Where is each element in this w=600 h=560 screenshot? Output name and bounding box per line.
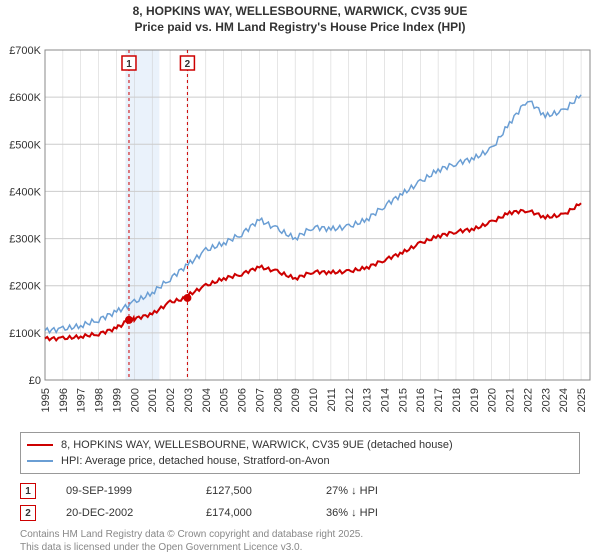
svg-text:1997: 1997 [76,388,88,412]
chart-title-line2: Price paid vs. HM Land Registry's House … [0,20,600,36]
marker-box-2: 2 [20,505,36,521]
svg-text:2017: 2017 [433,388,445,412]
svg-text:2001: 2001 [147,388,159,412]
legend-row-property: 8, HOPKINS WAY, WELLESBOURNE, WARWICK, C… [27,437,573,453]
svg-text:2009: 2009 [290,388,302,412]
svg-text:£200K: £200K [9,281,41,293]
svg-text:2021: 2021 [505,388,517,412]
svg-text:2: 2 [185,59,191,70]
svg-text:2012: 2012 [344,388,356,412]
legend-swatch-property [27,444,53,446]
chart-title-block: 8, HOPKINS WAY, WELLESBOURNE, WARWICK, C… [0,0,600,35]
svg-text:2008: 2008 [272,388,284,412]
svg-text:2006: 2006 [237,388,249,412]
svg-text:2025: 2025 [576,388,588,412]
legend-label-property: 8, HOPKINS WAY, WELLESBOURNE, WARWICK, C… [61,439,453,451]
svg-text:2022: 2022 [522,388,534,412]
svg-text:£600K: £600K [9,92,41,104]
svg-text:2002: 2002 [165,388,177,412]
marker-box-1: 1 [20,483,36,499]
svg-text:£700K: £700K [9,45,41,57]
svg-text:2020: 2020 [487,388,499,412]
svg-text:2005: 2005 [219,388,231,412]
legend-swatch-hpi [27,460,53,462]
svg-text:2019: 2019 [469,388,481,412]
svg-text:2016: 2016 [415,388,427,412]
transaction-date: 20-DEC-2002 [66,507,176,519]
svg-text:2007: 2007 [254,388,266,412]
svg-text:1996: 1996 [58,388,70,412]
svg-text:1995: 1995 [40,388,52,412]
credit-block: Contains HM Land Registry data © Crown c… [20,528,363,554]
legend-label-hpi: HPI: Average price, detached house, Stra… [61,455,330,467]
svg-text:2023: 2023 [540,388,552,412]
chart-area: £0 £100K £200K £300K £400K £500K £600K £700K 199… [5,40,595,420]
credit-line2: This data is licensed under the Open Gov… [20,541,363,554]
svg-text:2003: 2003 [183,388,195,412]
chart-title-line1: 8, HOPKINS WAY, WELLESBOURNE, WARWICK, C… [0,4,600,20]
svg-text:2024: 2024 [558,388,570,412]
credit-line1: Contains HM Land Registry data © Crown c… [20,528,363,541]
svg-text:£400K: £400K [9,186,41,198]
svg-text:1: 1 [126,59,132,70]
legend-box: 8, HOPKINS WAY, WELLESBOURNE, WARWICK, C… [20,432,580,474]
chart-svg: £0 £100K £200K £300K £400K £500K £600K £700K 199… [5,40,595,420]
svg-text:2004: 2004 [201,388,213,412]
legend-row-hpi: HPI: Average price, detached house, Stra… [27,453,573,469]
transaction-price: £174,000 [206,507,296,519]
transactions-table: 1 09-SEP-1999 £127,500 27% ↓ HPI 2 20-DE… [20,480,426,524]
svg-text:1999: 1999 [111,388,123,412]
svg-text:2015: 2015 [397,388,409,412]
svg-text:2010: 2010 [308,388,320,412]
transaction-hpi: 36% ↓ HPI [326,507,426,519]
svg-text:2011: 2011 [326,388,338,412]
svg-text:2018: 2018 [451,388,463,412]
svg-text:£0: £0 [29,375,41,387]
transaction-hpi: 27% ↓ HPI [326,485,426,497]
svg-text:1998: 1998 [94,388,106,412]
svg-text:£300K: £300K [9,234,41,246]
svg-text:2013: 2013 [362,388,374,412]
transaction-date: 09-SEP-1999 [66,485,176,497]
svg-text:£100K: £100K [9,328,41,340]
transaction-price: £127,500 [206,485,296,497]
table-row: 1 09-SEP-1999 £127,500 27% ↓ HPI [20,480,426,502]
svg-text:£500K: £500K [9,139,41,151]
table-row: 2 20-DEC-2002 £174,000 36% ↓ HPI [20,502,426,524]
svg-text:2000: 2000 [129,388,141,412]
svg-text:2014: 2014 [380,388,392,412]
